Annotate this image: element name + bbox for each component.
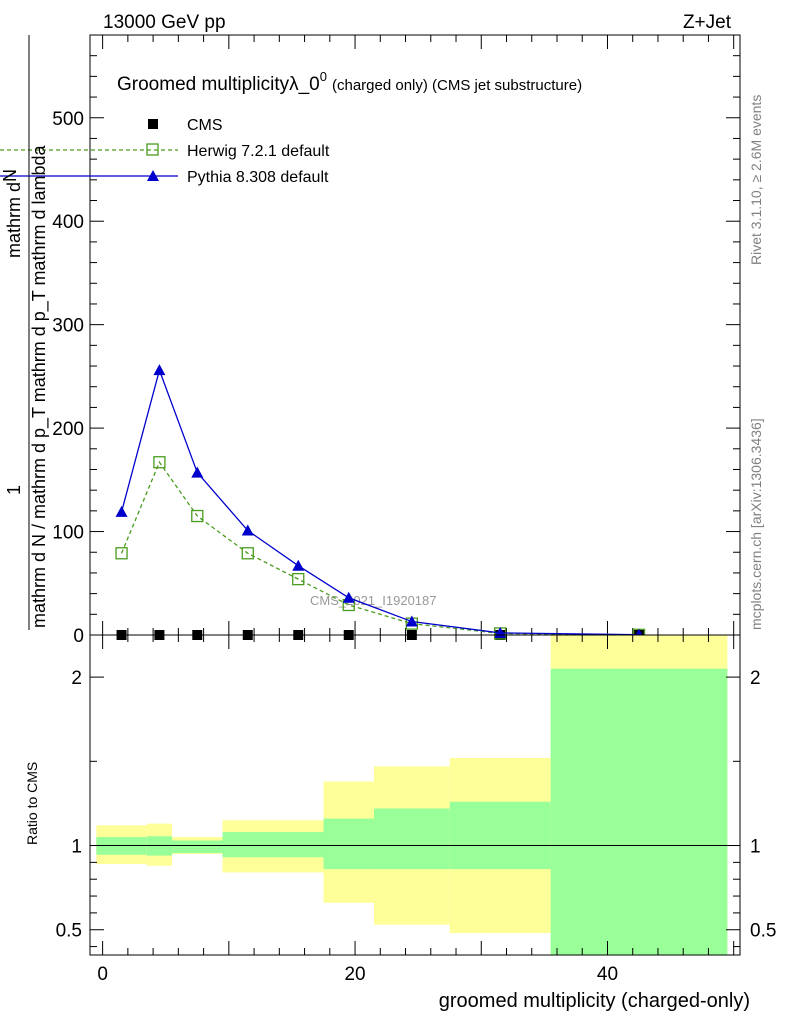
main-y-label: 1 mathrm d N / mathrm d p_T mathrm d p_T… <box>0 35 50 630</box>
mcplots-label: mcplots.cern.ch [arXiv:1306.3436] <box>748 418 764 630</box>
y-tick-label: 400 <box>52 212 84 233</box>
pythia-point <box>191 466 204 478</box>
stat-uncertainty-band <box>323 818 374 870</box>
stat-uncertainty-band <box>172 840 223 854</box>
ratio-y-tick-label: 2 <box>71 668 82 689</box>
stat-uncertainty-band <box>449 801 551 870</box>
stat-uncertainty-band <box>373 808 450 870</box>
stat-uncertainty-band <box>222 832 324 858</box>
ylabel-one: 1 <box>4 485 24 495</box>
y-tick-label: 500 <box>52 109 84 130</box>
ratio-y-tick-label-right: 0.5 <box>750 921 776 942</box>
herwig-point <box>292 572 305 586</box>
ratio-plot: 0.5 0.51 12 20 20 40 Ratio to CMS groomed mul… <box>24 634 776 1012</box>
pythia-point <box>342 591 355 603</box>
series-line <box>120 460 640 636</box>
ratio-y-tick-label-right: 2 <box>750 668 761 689</box>
herwig-point <box>115 547 128 560</box>
herwig-point <box>191 509 204 523</box>
ratio-y-tick-label: 0.5 <box>56 921 82 942</box>
main-axis-ticks: 0 100 200 300 400 500 <box>52 35 740 647</box>
legend-label-pythia: Pythia 8.308 default <box>187 169 329 186</box>
energy-label: 13000 GeV pp <box>103 12 226 33</box>
ylabel-denominator: mathrm d N / mathrm d p_T mathrm d p_T m… <box>29 145 50 628</box>
rivet-label: Rivet 3.1.10, ≥ 2.6M events <box>748 95 764 265</box>
pythia-point <box>405 615 418 627</box>
x-axis-label: groomed multiplicity (charged-only) <box>439 990 750 1012</box>
pythia-point <box>153 364 166 376</box>
ratio-y-tick-label: 1 <box>71 837 82 858</box>
ratio-axis-ticks: 0.5 0.51 12 20 20 40 <box>56 635 776 985</box>
ratio-frame <box>89 634 741 956</box>
x-tick-label: 20 <box>344 964 365 985</box>
pythia-point <box>241 524 254 536</box>
process-label: Z+Jet <box>683 12 732 33</box>
ratio-y-label: Ratio to CMS <box>24 762 40 845</box>
ylabel-numerator: mathrm dN <box>0 169 24 258</box>
herwig-point <box>241 547 254 560</box>
ratio-y-tick-label-right: 1 <box>750 837 761 858</box>
legend-label-herwig: Herwig 7.2.1 default <box>187 143 330 160</box>
main-plot: Groomed multiplicityλ_00(charged only) (… <box>0 34 741 647</box>
y-tick-label: 100 <box>52 523 84 544</box>
pythia-point <box>115 505 128 517</box>
y-tick-label: 300 <box>52 316 84 337</box>
legend-label-cms: CMS <box>187 117 223 134</box>
ratio-bands <box>90 635 740 955</box>
y-tick-label: 0 <box>73 626 84 647</box>
herwig-point <box>153 456 166 469</box>
main-title: Groomed multiplicityλ_00(charged only) (… <box>117 69 582 95</box>
stat-uncertainty-band <box>550 668 728 955</box>
legend-marker-herwig <box>146 143 159 156</box>
pythia-point <box>292 559 305 571</box>
watermark: CMS_2021_I1920187 <box>310 593 437 608</box>
legend: CMS Herwig 7.2.1 default Pythia 8.308 de… <box>0 117 330 186</box>
legend-marker-cms <box>148 119 158 129</box>
legend-marker-pythia <box>147 170 159 181</box>
x-tick-label: 0 <box>97 964 108 985</box>
x-tick-label: 40 <box>597 964 618 985</box>
y-tick-label: 200 <box>52 419 84 440</box>
